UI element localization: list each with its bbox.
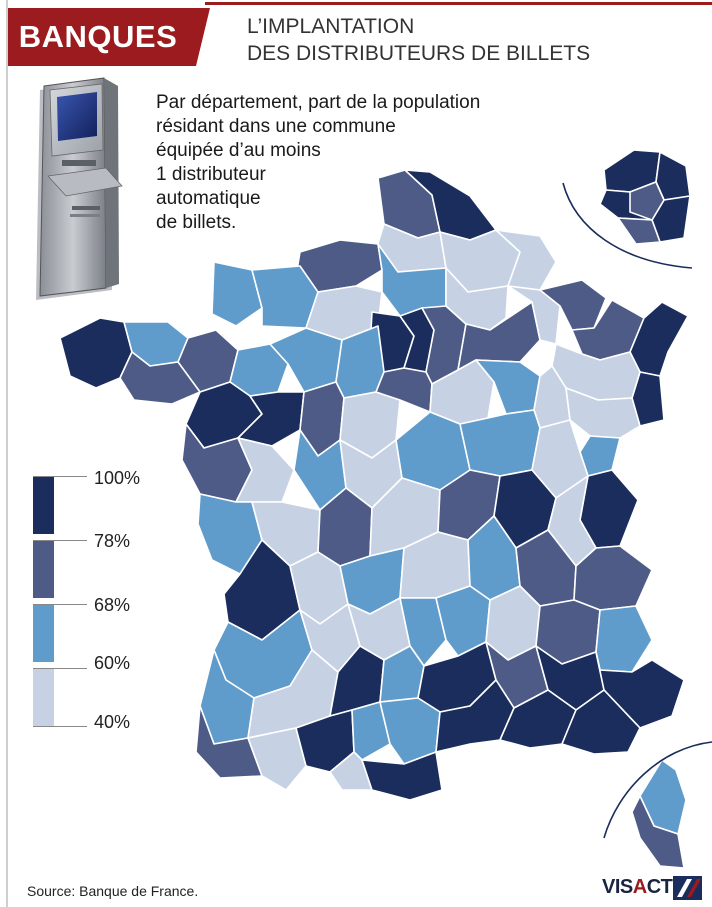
legend-tick [33,668,87,669]
legend-swatch-mid-dark [33,540,54,598]
legend-label-68: 68% [94,595,131,615]
brand-name-mark: A [632,876,647,898]
category-tag-fold [196,8,210,66]
legend-tick [33,540,87,541]
headline: L’IMPLANTATION DES DISTRIBUTEURS DE BILL… [247,13,590,67]
category-tag-label: BANQUES [18,19,178,54]
headline-line-1: L’IMPLANTATION [247,15,415,38]
left-border [6,0,8,907]
description-line-2: résidant dans une commune [156,116,396,137]
description-line-4: 1 distributeur [156,164,266,185]
headline-line-2: DES DISTRIBUTEURS DE BILLETS [247,42,591,65]
map-description: Par département, part de la population r… [156,91,480,235]
description-line-1: Par département, part de la population [156,92,481,113]
brand-mark-icon [673,876,702,900]
description-line-5: automatique [156,188,261,209]
inset-leader-line [562,182,693,269]
corsica-leader-line [603,741,712,839]
legend-swatch-light [33,668,54,726]
legend-label-60: 60% [94,653,131,673]
source-note: Source: Banque de France. [27,883,199,899]
legend-tick [33,726,87,727]
map-mainland [59,169,689,801]
top-rule [205,2,712,5]
legend-swatch-dark [33,476,54,534]
description-line-6: de billets. [156,212,237,233]
brand-name-start: VIS [602,876,633,898]
legend-label-40: 40% [94,712,131,732]
legend-tick [33,476,87,477]
map-corsica [631,759,687,869]
legend-tick [33,604,87,605]
legend-label-78: 78% [94,531,131,551]
description-line-3: équipée d’au moins [156,140,321,161]
atm-illustration [36,77,123,300]
category-tag [8,8,196,66]
legend-swatch-mid-light [33,604,54,662]
legend-label-100: 100% [94,468,141,488]
map-inset-paris [599,149,691,245]
